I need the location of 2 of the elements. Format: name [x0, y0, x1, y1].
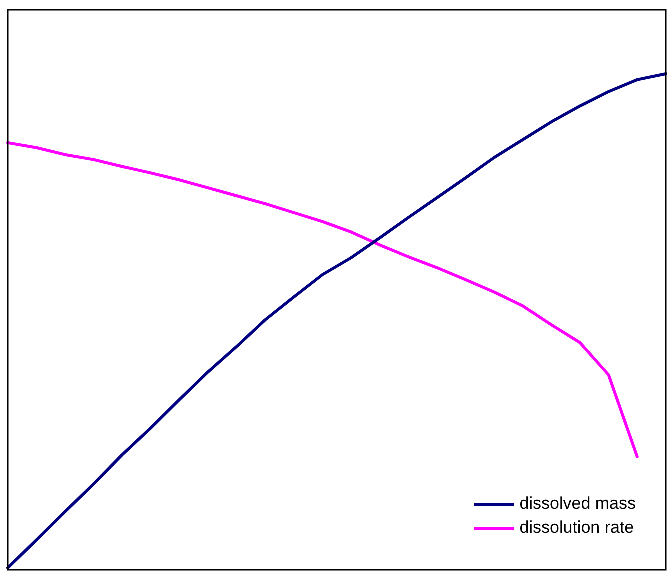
legend-label: dissolution rate [520, 518, 634, 538]
legend-label: dissolved mass [520, 494, 636, 514]
